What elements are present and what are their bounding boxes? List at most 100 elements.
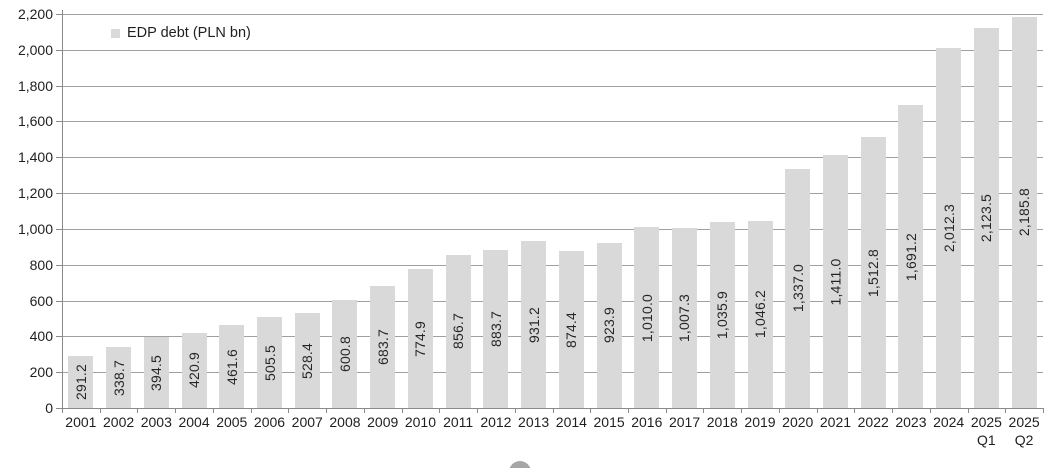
y-axis-tick-label: 600	[29, 293, 53, 309]
bar: 2,185.8	[1011, 16, 1037, 408]
x-axis-tick	[703, 408, 704, 413]
y-gridline	[62, 301, 1043, 302]
y-gridline	[62, 157, 1043, 158]
bar-value-label: 291.2	[72, 363, 89, 400]
bar: 1,411.0	[822, 155, 848, 408]
y-axis-tick	[56, 121, 62, 122]
y-axis-tick-label: 2,000	[17, 42, 53, 58]
x-axis-tick	[100, 408, 101, 413]
x-axis-category-label: 2005	[216, 414, 248, 430]
y-axis-tick-label: 1,200	[17, 185, 53, 201]
x-axis-tick	[326, 408, 327, 413]
x-axis-tick	[477, 408, 478, 413]
bar-value-label: 923.9	[601, 307, 618, 344]
bar-value-label: 600.8	[336, 336, 353, 373]
bar-value-label: 394.5	[148, 354, 165, 391]
bar: 394.5	[143, 337, 169, 408]
x-axis-tick	[553, 408, 554, 413]
bar: 420.9	[181, 332, 207, 408]
y-gridline	[62, 229, 1043, 230]
bar-value-label: 1,691.2	[902, 232, 919, 281]
x-axis-category-label: 2025 Q1	[970, 414, 1002, 448]
y-axis-tick	[56, 86, 62, 87]
x-axis-category-label: 2022	[857, 414, 889, 430]
y-axis-tick-label: 1,600	[17, 113, 53, 129]
x-axis-tick	[213, 408, 214, 413]
bar: 774.9	[407, 269, 433, 408]
x-axis-category-label: 2009	[367, 414, 399, 430]
y-gridline	[62, 372, 1043, 373]
x-axis-category-label: 2011	[443, 414, 474, 430]
y-axis-tick-label: 1,000	[17, 221, 53, 237]
x-axis-tick	[854, 408, 855, 413]
y-axis-tick-label: 1,800	[17, 78, 53, 94]
bar: 2,012.3	[936, 47, 962, 408]
bar-value-label: 2,012.3	[940, 203, 957, 252]
x-axis-category-label: 2004	[178, 414, 210, 430]
x-axis-tick	[439, 408, 440, 413]
x-axis-tick	[930, 408, 931, 413]
bar-value-label: 874.4	[563, 311, 580, 348]
x-axis-tick	[590, 408, 591, 413]
y-axis-tick-label: 2,200	[17, 6, 53, 22]
x-axis-category-label: 2025 Q2	[1008, 414, 1040, 448]
x-axis-category-label: 2023	[895, 414, 927, 430]
y-gridline	[62, 265, 1043, 266]
x-axis-category-label: 2002	[103, 414, 135, 430]
bar-value-label: 1,035.9	[714, 291, 731, 340]
bar-value-label: 528.4	[299, 342, 316, 379]
y-gridline	[62, 14, 1043, 15]
bar: 528.4	[294, 313, 320, 408]
x-axis-tick	[1005, 408, 1006, 413]
bar: 923.9	[596, 242, 622, 408]
bar: 2,123.5	[973, 27, 999, 408]
bar-value-label: 505.5	[261, 344, 278, 381]
bar: 1,046.2	[747, 220, 773, 408]
y-axis-line	[62, 10, 63, 408]
x-axis-tick	[968, 408, 969, 413]
bar: 883.7	[483, 249, 509, 408]
y-axis-tick	[56, 372, 62, 373]
x-axis-category-label: 2021	[819, 414, 852, 430]
y-gridline	[62, 50, 1043, 51]
bar: 600.8	[332, 300, 358, 408]
bar-value-label: 931.2	[525, 306, 542, 343]
bar: 1,007.3	[672, 227, 698, 408]
y-axis-tick-label: 1,400	[17, 149, 53, 165]
legend: EDP debt (PLN bn)	[111, 24, 251, 42]
y-axis-tick	[56, 265, 62, 266]
partial-circle-decoration	[509, 461, 531, 468]
x-axis-tick	[892, 408, 893, 413]
x-axis-category-label: 2003	[140, 414, 172, 430]
y-axis-tick	[56, 336, 62, 337]
bar-value-label: 420.9	[186, 352, 203, 389]
bar: 338.7	[106, 347, 132, 408]
bar: 931.2	[521, 241, 547, 408]
bar: 1,035.9	[709, 222, 735, 408]
bar: 683.7	[370, 285, 396, 408]
y-axis-tick	[56, 157, 62, 158]
x-axis-tick	[1043, 408, 1044, 413]
x-axis-tick	[175, 408, 176, 413]
x-axis-tick	[817, 408, 818, 413]
x-axis-tick	[288, 408, 289, 413]
y-axis-tick	[56, 301, 62, 302]
plot-area	[62, 14, 1043, 408]
bar-value-label: 1,411.0	[827, 258, 844, 306]
bar-value-label: 1,046.2	[752, 290, 769, 339]
y-gridline	[62, 86, 1043, 87]
bar: 874.4	[558, 251, 584, 408]
y-gridline	[62, 193, 1043, 194]
x-axis-category-label: 2017	[668, 414, 701, 430]
x-axis-category-label: 2014	[555, 414, 587, 430]
y-axis-tick-label: 0	[45, 400, 53, 416]
bar: 1,337.0	[785, 168, 811, 408]
bar-value-label: 2,123.5	[978, 193, 995, 242]
x-axis-category-label: 2012	[480, 414, 512, 430]
bar: 1,010.0	[634, 227, 660, 408]
x-axis-tick	[364, 408, 365, 413]
y-axis-tick-label: 200	[29, 364, 53, 380]
x-axis-tick	[137, 408, 138, 413]
x-axis-line	[62, 408, 1043, 409]
